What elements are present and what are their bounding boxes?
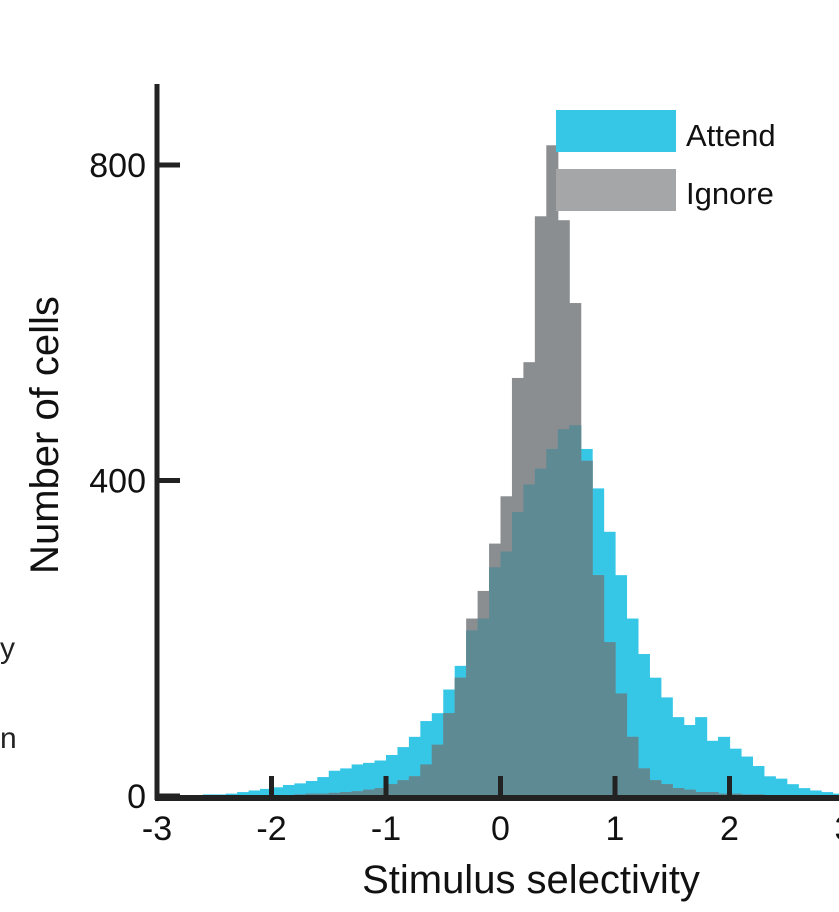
attend-bar-11 — [328, 770, 341, 796]
overlap-bar-33 — [580, 460, 593, 796]
legend-label-ignore: Ignore — [686, 176, 774, 211]
overlap-bar-16 — [386, 784, 399, 796]
overlap-bar-28 — [523, 484, 536, 796]
overlap-bar-29 — [534, 468, 547, 796]
x-axis-title: Stimulus selectivity — [362, 858, 700, 902]
tick-labels: -3 -2 -1 0 1 2 3 0 400 800 — [89, 147, 839, 848]
legend-swatch-attend — [556, 110, 676, 152]
overlap-bar-34 — [592, 575, 605, 796]
overlap-bar-27 — [511, 512, 524, 796]
overlap-bar-32 — [569, 425, 582, 796]
attend-bar-5 — [260, 788, 273, 796]
attend-bar-38 — [637, 654, 650, 796]
attend-bar-47 — [740, 756, 753, 796]
x-tick-label-0: -3 — [142, 810, 172, 848]
y-axis-title: Number of cells — [23, 296, 67, 574]
x-tick-label-3: 0 — [491, 810, 510, 848]
y-tick-label-2: 800 — [89, 147, 146, 185]
overlap-bar-38 — [637, 768, 650, 796]
overlap-bar-11 — [328, 792, 341, 796]
x-tick-label-2: -1 — [371, 810, 401, 848]
attend-bar-49 — [763, 776, 776, 796]
overlap-bar-12 — [340, 792, 353, 796]
attend-bar-7 — [282, 784, 295, 796]
attend-bar-43 — [695, 717, 708, 797]
overlap-bar-40 — [660, 784, 673, 796]
y-tick-label-1: 400 — [89, 463, 146, 501]
y-tick-label-0: 0 — [127, 778, 146, 816]
overlap-bar-37 — [626, 736, 639, 796]
overlap-bar-18 — [408, 776, 421, 796]
overlap-bar-30 — [546, 448, 559, 796]
x-tick-label-6: 3 — [835, 810, 839, 848]
overlap-bar-41 — [672, 788, 685, 796]
overlap-bar-19 — [420, 764, 433, 796]
overlap-bars — [294, 425, 788, 796]
overlap-bar-45 — [718, 793, 731, 796]
overlap-bar-44 — [706, 792, 719, 796]
attend-bar-14 — [363, 762, 376, 796]
attend-bar-8 — [294, 783, 307, 796]
overlap-bar-36 — [615, 693, 628, 796]
overlap-bar-21 — [443, 713, 456, 796]
overlap-bar-9 — [305, 793, 318, 796]
attend-bar-9 — [305, 781, 318, 796]
overlap-bar-22 — [454, 677, 467, 796]
overlap-bar-43 — [695, 792, 708, 796]
attend-bar-50 — [775, 778, 788, 796]
x-tick-label-5: 2 — [720, 810, 739, 848]
x-tick-label-1: -2 — [256, 810, 286, 848]
overlap-bar-20 — [431, 744, 444, 796]
attend-bar-2 — [225, 793, 238, 796]
attend-bar-41 — [672, 717, 685, 797]
attend-bar-12 — [340, 768, 353, 796]
overlap-bar-13 — [351, 791, 364, 796]
overlap-bar-35 — [603, 642, 616, 796]
tick-marks — [154, 162, 732, 799]
attend-bar-10 — [317, 777, 330, 796]
overlap-bar-46 — [729, 793, 742, 796]
overlap-bar-14 — [363, 789, 376, 796]
legend-label-attend: Attend — [686, 118, 776, 153]
overlap-bar-31 — [557, 429, 570, 796]
x-tick-label-4: 1 — [606, 810, 625, 848]
attend-bar-13 — [351, 764, 364, 796]
overlap-bar-26 — [500, 551, 513, 796]
attend-bar-54 — [821, 792, 834, 796]
overlap-bar-15 — [374, 788, 387, 796]
attend-bar-52 — [798, 788, 811, 796]
attend-bar-46 — [729, 748, 742, 796]
attend-bar-6 — [271, 787, 284, 796]
legend: Attend Ignore — [556, 110, 776, 211]
overlap-bar-39 — [649, 780, 662, 796]
overlap-bar-17 — [397, 780, 410, 796]
attend-bar-53 — [809, 790, 822, 796]
overlap-bar-24 — [477, 618, 490, 796]
attend-bar-51 — [786, 784, 799, 796]
attend-bar-42 — [683, 725, 696, 796]
attend-bar-55 — [832, 793, 839, 796]
attend-bar-44 — [706, 740, 719, 796]
overlap-bar-25 — [489, 567, 502, 796]
clipped-text-fragment-2: n — [0, 722, 17, 755]
overlap-bar-42 — [683, 789, 696, 796]
attend-bar-4 — [248, 790, 261, 796]
attend-bar-48 — [752, 766, 765, 796]
overlap-bar-23 — [466, 630, 479, 796]
overlap-bar-10 — [317, 793, 330, 796]
attend-bar-3 — [237, 792, 250, 796]
attend-bar-39 — [649, 677, 662, 796]
legend-swatch-ignore — [556, 169, 676, 211]
attend-bar-40 — [660, 697, 673, 796]
clipped-text-fragment-1: y — [0, 632, 15, 665]
